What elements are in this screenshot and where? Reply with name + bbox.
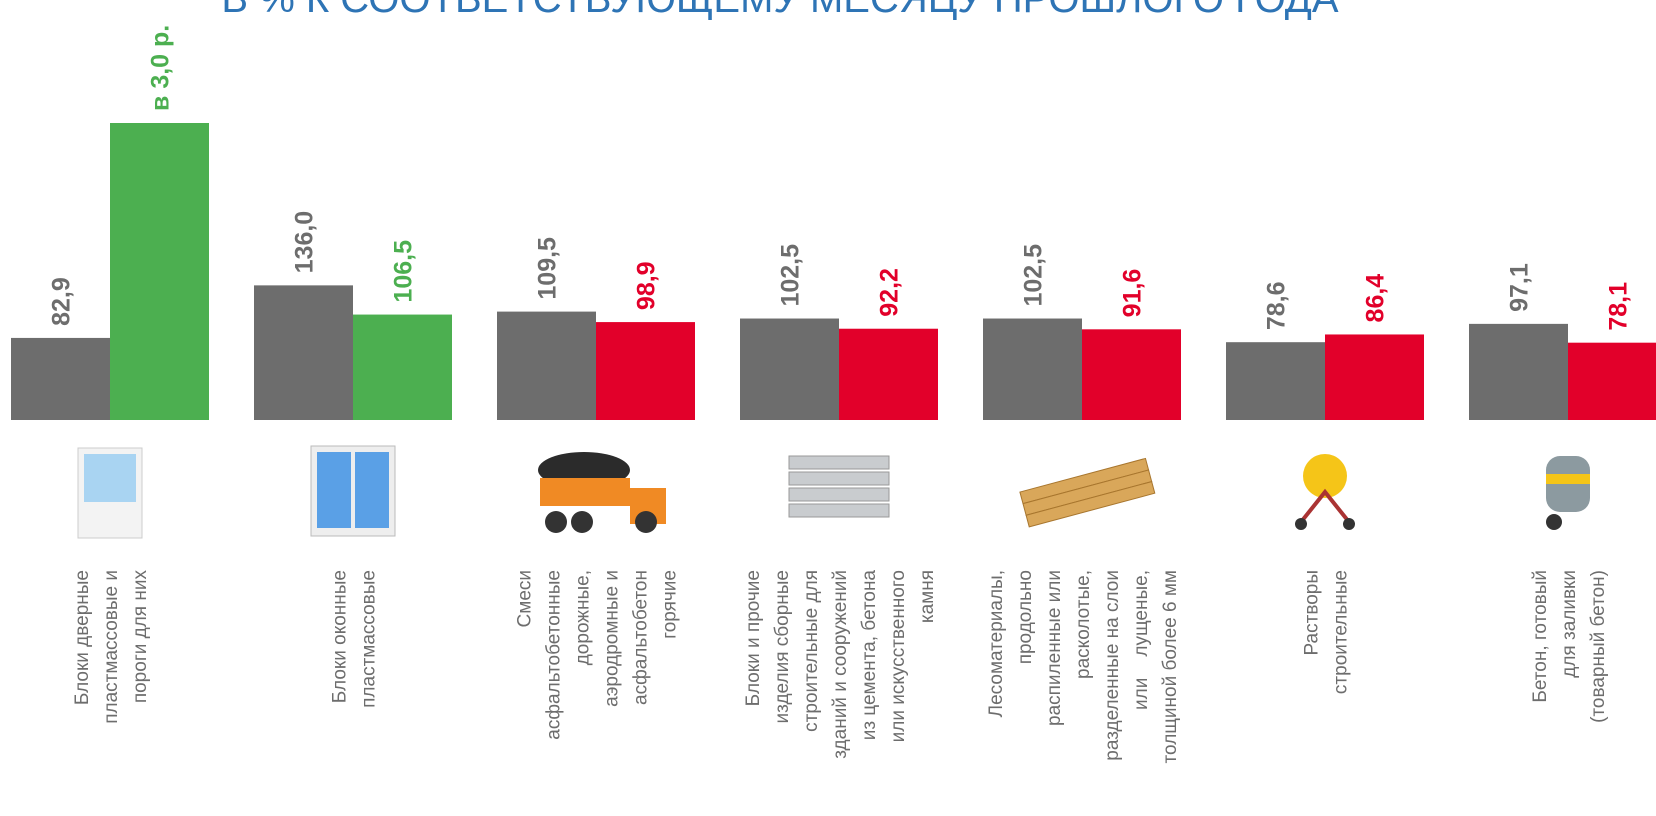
category-label-line: Блоки и прочие xyxy=(743,570,764,706)
bar xyxy=(1325,334,1424,420)
icon-slab xyxy=(788,455,890,470)
value-label: 82,9 xyxy=(48,277,76,326)
icon-body xyxy=(540,478,630,506)
icon-glass xyxy=(355,452,389,528)
bar xyxy=(1226,342,1325,420)
category-label-line: толщиной более 6 мм xyxy=(1160,570,1181,763)
category-icon xyxy=(310,445,396,537)
category-label-line: продольно xyxy=(1015,570,1036,664)
icon-wheel xyxy=(571,511,593,533)
category-label-line: строительные для xyxy=(801,570,822,732)
value-label: 98,9 xyxy=(633,261,661,310)
category-label-line: Бетон, готовый xyxy=(1530,570,1551,703)
value-label: 109,5 xyxy=(534,237,562,300)
category-icon xyxy=(788,455,890,518)
category-label-line: Лесоматериалы, xyxy=(986,570,1007,717)
category-label-line: (товарный бетон) xyxy=(1588,570,1609,723)
bar xyxy=(1082,329,1181,420)
value-label: 102,5 xyxy=(1020,244,1048,307)
icon-stand xyxy=(1299,488,1351,524)
category-label: Блоки и прочие изделия сборные строительны… xyxy=(743,570,938,759)
value-label: 78,1 xyxy=(1605,282,1633,331)
category-label: Блоки дверные пластмассовые и пороги для н… xyxy=(72,570,151,724)
bar xyxy=(1568,342,1656,420)
icon-band xyxy=(1546,474,1590,484)
bar xyxy=(110,123,209,420)
bar xyxy=(11,337,110,420)
icon-slab xyxy=(788,471,890,486)
icon-slab xyxy=(788,503,890,518)
value-label: 102,5 xyxy=(777,244,805,307)
category-icon xyxy=(538,452,666,533)
category-label-line: Блоки оконные xyxy=(330,570,351,703)
category-label-line: или лущеные, xyxy=(1131,570,1152,710)
category-label-line: Смеси xyxy=(515,570,536,627)
bar xyxy=(740,318,839,420)
category-label-line: изделия сборные xyxy=(772,570,793,723)
category-label-line: из цемента, бетона xyxy=(859,570,880,741)
category-icon xyxy=(77,447,143,539)
category-label: Блоки оконные пластмассовые xyxy=(330,570,380,708)
category-label-line: распиленные или xyxy=(1044,570,1065,726)
category-label: Бетон, готовый для заливки (товарный бетон… xyxy=(1530,570,1609,723)
category-label-line: расколотые, xyxy=(1073,570,1094,679)
value-label: 86,4 xyxy=(1362,274,1390,323)
value-label: 91,6 xyxy=(1119,269,1147,318)
bar xyxy=(353,314,452,420)
category-icon xyxy=(1019,457,1156,528)
icon-wheel xyxy=(545,511,567,533)
value-label: 106,5 xyxy=(390,240,418,303)
icon-wheel xyxy=(635,511,657,533)
category-label: Лесоматериалы, продольно распиленные или ра… xyxy=(986,570,1181,763)
value-label: в 3,0 р. xyxy=(147,25,175,111)
icon-wheel xyxy=(1546,514,1562,530)
category-label-line: или искусственного xyxy=(888,570,909,742)
value-label: 97,1 xyxy=(1506,263,1534,312)
category-label: Растворы строительные xyxy=(1302,570,1352,694)
category-label-line: асфальтобетон xyxy=(631,570,652,705)
category-label-line: Растворы xyxy=(1302,570,1323,655)
bar xyxy=(1469,323,1568,420)
value-label: 78,6 xyxy=(1263,282,1291,331)
icon-plank xyxy=(1025,480,1156,528)
value-label: 136,0 xyxy=(291,211,319,274)
category-label-line: асфальтобетонные xyxy=(544,570,565,740)
category-label-line: горячие xyxy=(660,570,681,639)
icon-glass xyxy=(84,454,136,502)
icon-wheel xyxy=(1295,518,1307,530)
bar xyxy=(839,328,938,420)
category-label-line: Блоки дверные xyxy=(72,570,93,705)
chart-title: В % К СООТВЕТСТВУЮЩЕМУ МЕСЯЦУ ПРОШЛОГО Г… xyxy=(221,0,1338,21)
category-label-line: пластмассовые и xyxy=(101,570,122,724)
category-label-line: зданий и сооружений xyxy=(830,570,851,759)
category-label-line: разделенные на слои xyxy=(1102,570,1123,761)
bar xyxy=(596,322,695,420)
bar xyxy=(497,311,596,420)
category-label-line: для заливки xyxy=(1559,570,1580,678)
category-label-line: аэродромные и xyxy=(602,570,623,707)
icon-drum xyxy=(1303,454,1347,498)
icon-slab xyxy=(788,487,890,502)
category-label: Смеси асфальтобетонные дорожные, аэродромны… xyxy=(515,570,681,740)
bar xyxy=(983,318,1082,420)
category-icon xyxy=(1295,454,1355,530)
category-icon xyxy=(1546,456,1590,530)
category-label-line: пластмассовые xyxy=(359,570,380,708)
icon-glass xyxy=(317,452,351,528)
icon-wheel xyxy=(1343,518,1355,530)
value-label: 92,2 xyxy=(876,268,904,317)
bar xyxy=(254,285,353,420)
category-label-line: дорожные, xyxy=(573,570,594,665)
category-label-line: строительные xyxy=(1331,570,1352,694)
category-label-line: камня xyxy=(917,570,938,623)
category-label-line: пороги для них xyxy=(130,570,151,704)
